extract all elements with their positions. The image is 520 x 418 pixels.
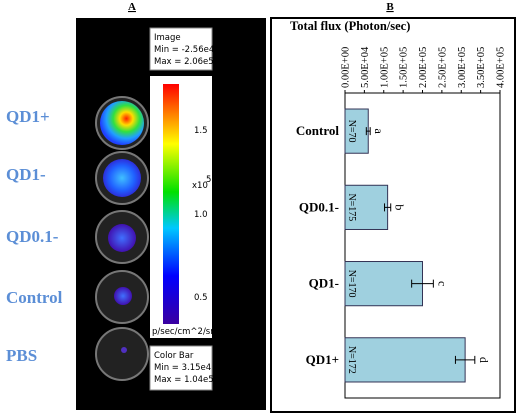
y-tick-label: Control [296,123,339,138]
significance-label: c [435,281,449,286]
bar [344,184,389,230]
significance-label: a [372,128,386,134]
x-tick-label: 1.50E+05 [399,47,410,88]
colorbar-panel [150,76,212,338]
row-label: QD1- [6,165,46,184]
image-box-text: Min = -2.56e4 [154,45,214,55]
y-tick-label: QD0.1- [299,199,339,214]
colorbar-tick: 1.5 [194,126,208,136]
x-tick-label: 5.00E+04 [360,46,371,88]
bar-label: N=170 [346,270,357,298]
x-tick-label: 1.00E+05 [379,47,390,88]
colorbar-scale: x10 [192,181,208,191]
plot: 0.00E+00 5.00E+04 1.00E+05 1.50E+05 2.00E+05… [296,46,507,383]
x-tick-label: 0.00E+00 [341,47,352,88]
y-tick-label: QD1- [309,276,339,291]
x-tick-label: 3.00E+05 [457,47,468,88]
chart-title: Total flux (Photon/sec) [290,19,410,33]
bar [344,337,466,383]
label-column [0,18,76,410]
row-label: QD1+ [6,107,50,126]
image-box [149,27,213,71]
x-tick-label: 2.00E+05 [418,47,429,88]
colorbar-exponent: 5 [206,175,211,185]
row-label: PBS [6,346,37,365]
image-box-text: Image [154,33,181,43]
bar [344,261,423,307]
colorbar-box-text: Color Bar [154,351,194,361]
colorbar-tick: 1.0 [194,210,208,220]
bar-label: N=70 [346,120,357,143]
bar-label: N=175 [346,193,357,221]
colorbar-tick: 0.5 [194,293,208,303]
x-tick-label: 2.50E+05 [437,47,448,88]
colorbar-box-text: Max = 1.04e5 [154,375,214,385]
panel-label: A [128,1,136,13]
significance-label: b [393,204,407,210]
panel-label: B [386,1,394,13]
colorbar-unit: p/sec/cm^2/sr [152,327,214,337]
bar-label: N=172 [346,346,357,374]
colorbar [163,84,179,324]
row-label: Control [6,288,63,307]
colorbar-box [149,345,213,391]
image-box-text: Max = 2.06e5 [154,57,214,67]
wells [95,96,149,381]
colorbar-box-text: Min = 3.15e4 [154,363,211,373]
row-label: QD0.1- [6,227,59,246]
y-tick-label: QD1+ [306,352,339,367]
x-tick-label: 4.00E+05 [496,47,507,88]
x-tick-label: 3.50E+05 [476,47,487,88]
significance-label: d [477,357,491,363]
